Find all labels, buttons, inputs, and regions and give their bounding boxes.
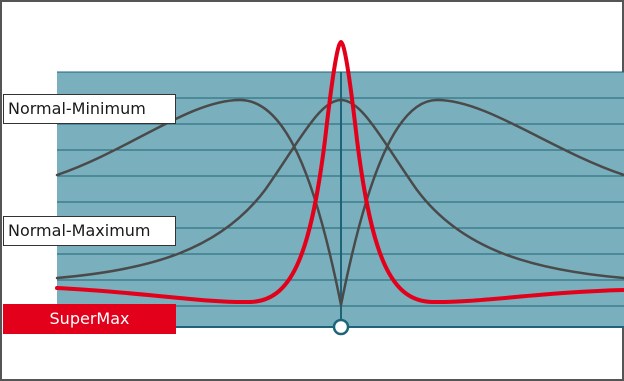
circle-marker-icon	[332, 318, 350, 336]
supermax-label: SuperMax	[3, 304, 176, 334]
normal-minimum-label: Normal-Minimum	[3, 94, 176, 124]
normal-maximum-curve	[55, 98, 624, 280]
normal-minimum-curve	[55, 98, 624, 307]
normal-maximum-label: Normal-Maximum	[3, 216, 176, 246]
supermax-curve	[55, 40, 624, 305]
